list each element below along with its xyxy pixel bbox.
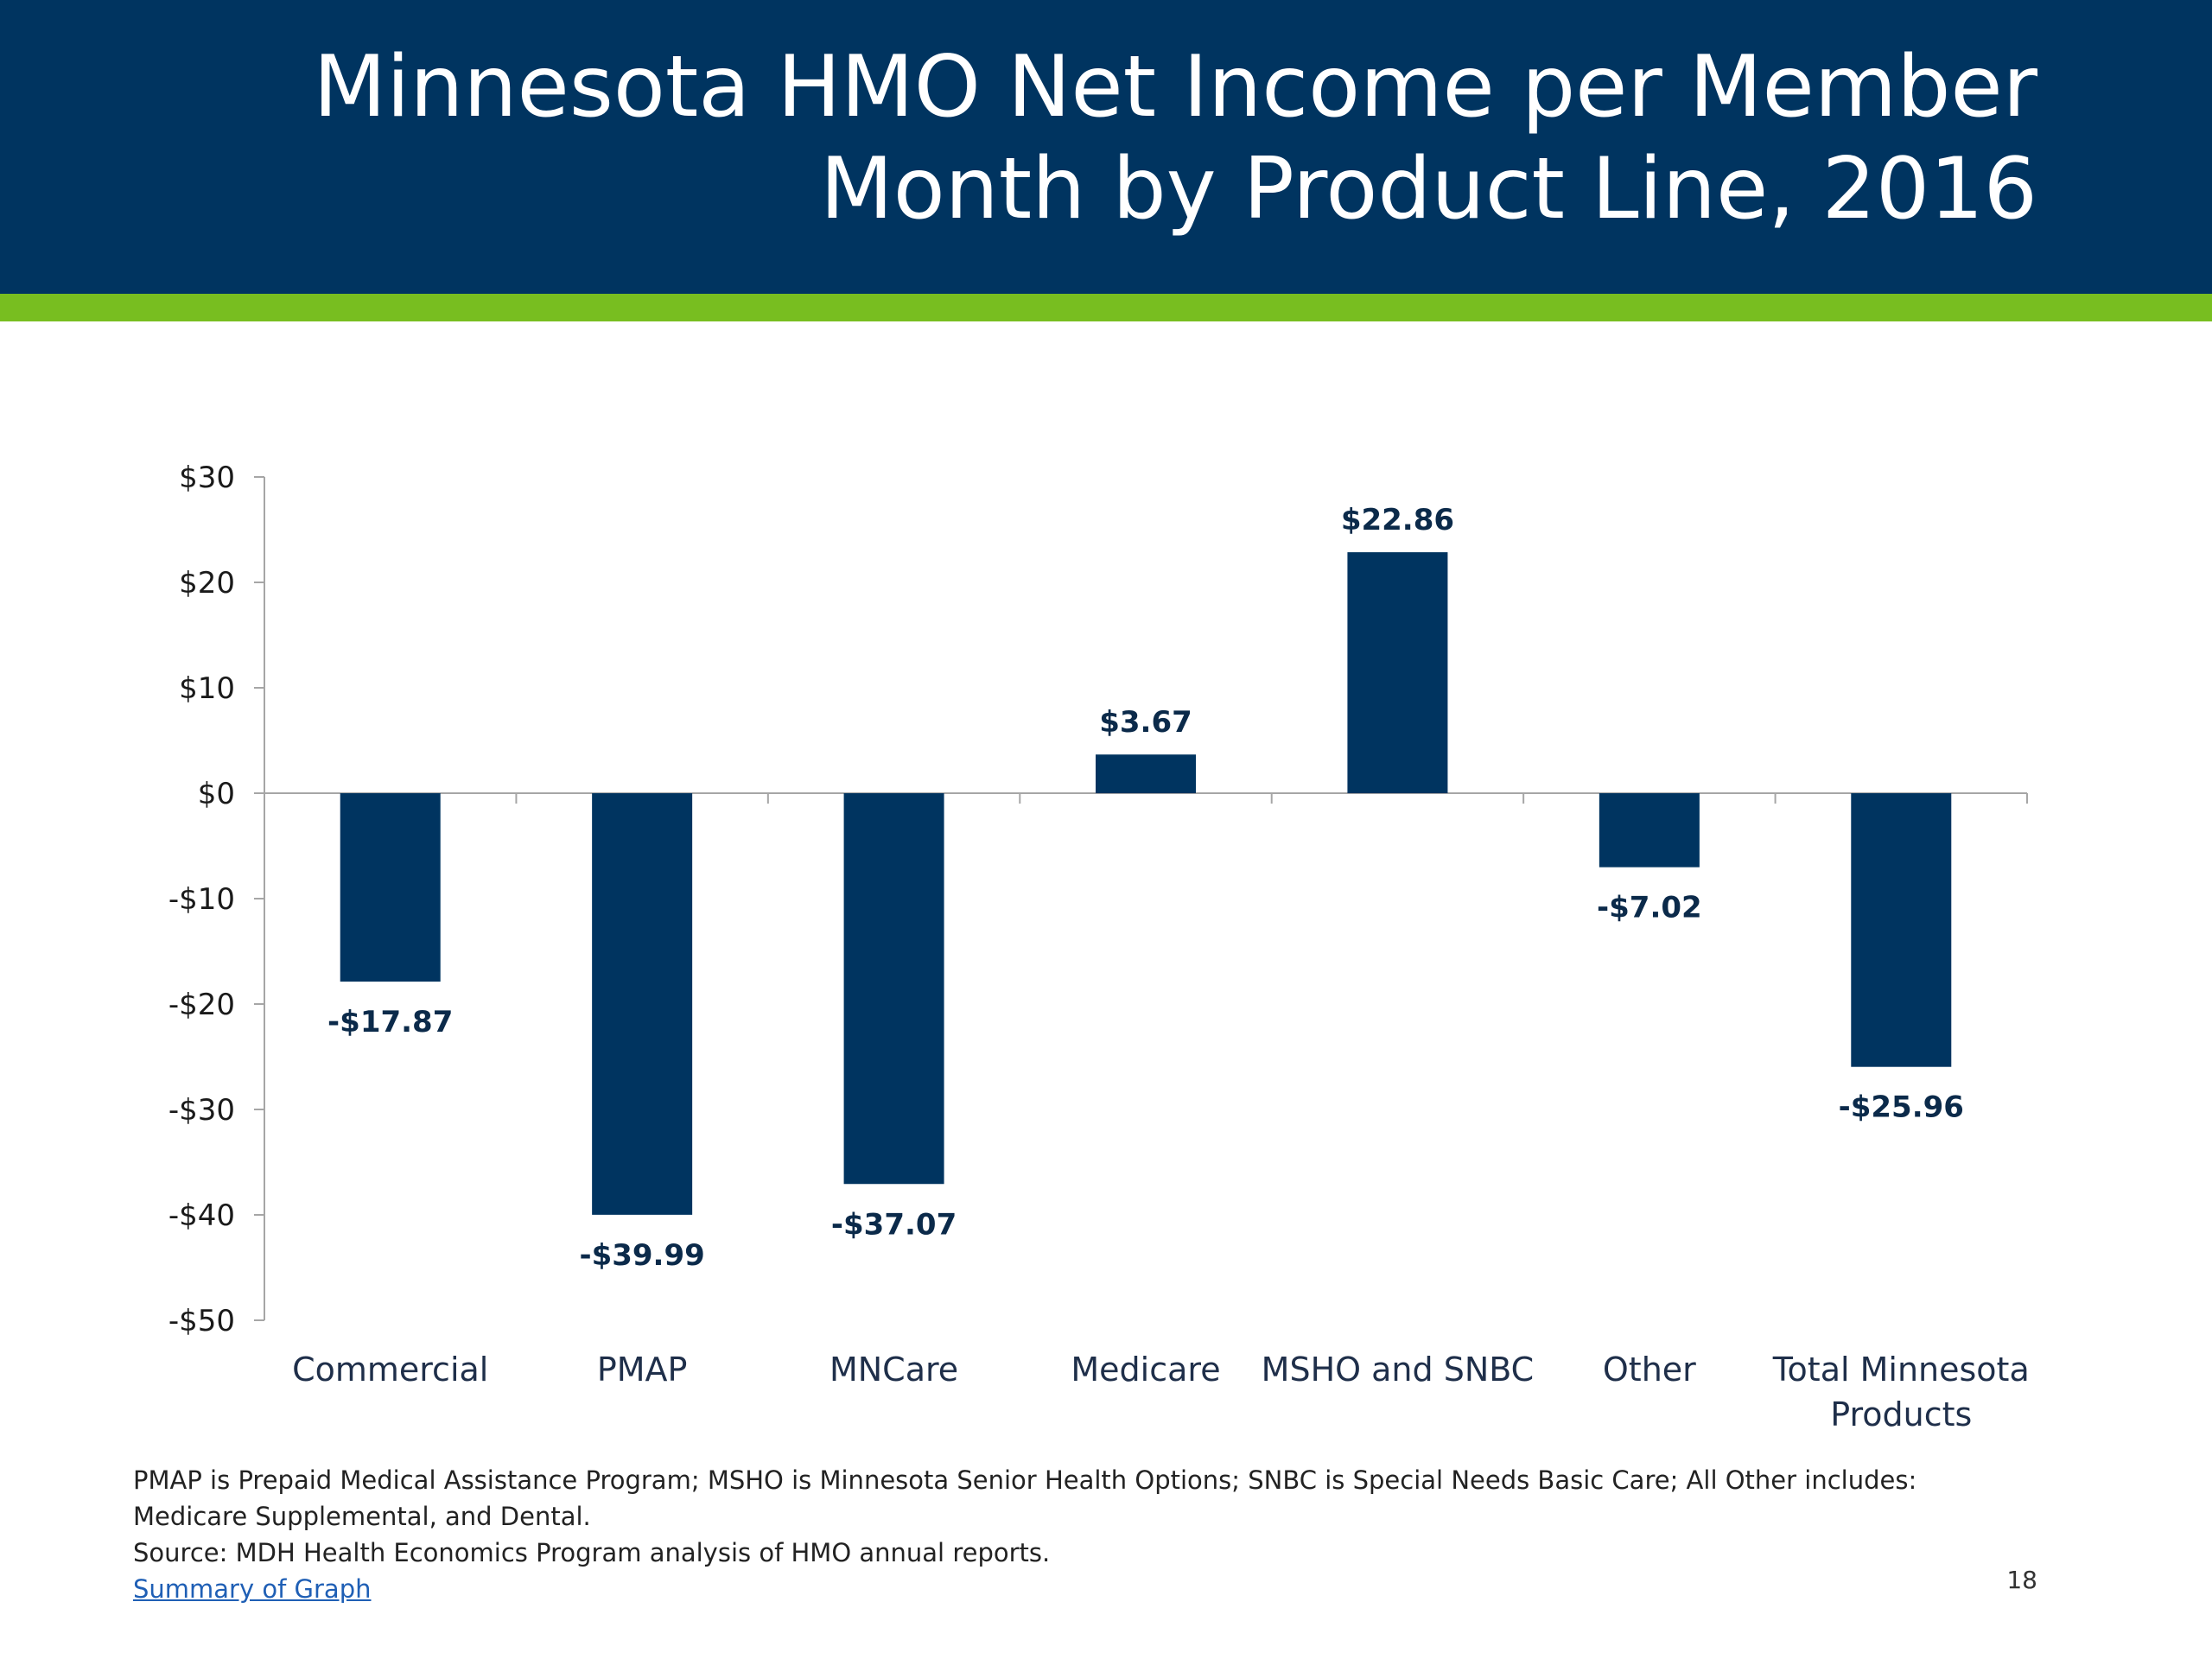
bar [1096,754,1196,793]
footnote-line-2: Medicare Supplemental, and Dental. [133,1502,591,1531]
category-label: MNCare [830,1351,958,1389]
title-line-1: Minnesota HMO Net Income per Member [313,38,2037,137]
bar [340,793,441,982]
data-label: -$17.87 [327,1005,453,1039]
slide-title: Minnesota HMO Net Income per Member Mont… [223,36,2037,240]
footnotes: PMAP is Prepaid Medical Assistance Progr… [133,1462,1991,1607]
category-label: PMAP [597,1351,688,1389]
y-tick-label: $30 [179,461,235,495]
y-tick-label: -$50 [168,1304,235,1338]
summary-of-graph-link[interactable]: Summary of Graph [133,1574,372,1604]
category-label: Medicare [1071,1351,1220,1389]
data-label: -$25.96 [1839,1090,1964,1125]
y-tick-label: -$40 [168,1198,235,1233]
category-label: Total Minnesota [1772,1351,2030,1389]
page-number: 18 [2006,1566,2037,1594]
bar [1599,793,1700,868]
title-line-2: Month by Product Line, 2016 [820,140,2037,238]
data-label: $3.67 [1099,705,1192,740]
title-banner: Minnesota HMO Net Income per Member Mont… [0,0,2212,294]
accent-bar [0,294,2212,321]
data-label: -$37.07 [831,1207,957,1242]
data-label: -$7.02 [1597,891,1702,925]
category-label: MSHO and SNBC [1262,1351,1535,1389]
category-label: Commercial [292,1351,488,1389]
y-tick-label: -$30 [168,1093,235,1128]
y-tick-label: -$20 [168,988,235,1022]
footnote-line-1: PMAP is Prepaid Medical Assistance Progr… [133,1465,1917,1495]
bar [592,793,693,1215]
y-tick-label: $0 [198,777,235,811]
bar [843,793,944,1185]
bar [1851,793,1952,1067]
source-note: Source: MDH Health Economics Program ana… [133,1538,1051,1567]
bar [1347,552,1448,793]
y-tick-label: $20 [179,566,235,601]
data-label: -$39.99 [579,1238,704,1273]
y-tick-label: -$10 [168,882,235,917]
data-label: $22.86 [1341,503,1454,537]
category-label: Other [1603,1351,1696,1389]
category-label: Products [1830,1395,1972,1433]
y-tick-label: $10 [179,671,235,706]
